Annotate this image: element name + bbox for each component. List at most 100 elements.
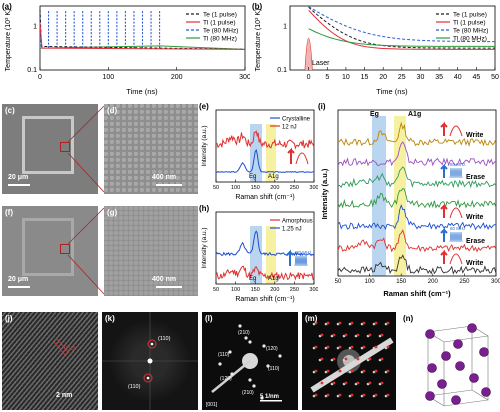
ylabel-h: Intensity (a.u.): [201, 227, 208, 268]
zoom-lines-fg: [67, 207, 105, 295]
simulated-spot: [356, 381, 360, 385]
xlabel-e: Raman shift (cm⁻¹): [235, 194, 294, 201]
simulated-spot: [350, 369, 354, 373]
legend-entry: Tl (80 MHz): [203, 36, 237, 43]
scalebar-f: [8, 286, 30, 288]
simulated-spot: [344, 381, 348, 385]
panel-l-saed: (210) (120) (110) (110) (120) (210) [001…: [202, 312, 298, 410]
simulated-spot: [332, 357, 336, 361]
fft-spot: [143, 373, 153, 383]
simulated-spot: [338, 321, 342, 325]
atom: [479, 347, 489, 357]
x-tick-label: 250: [459, 279, 470, 285]
label-e: (e): [199, 102, 209, 111]
x-tick-label: 50: [491, 74, 499, 81]
chart-a: 0 100 200 300 0.1 1 Time (ns) Temperature (10…: [5, 5, 250, 96]
step-label: Write: [466, 260, 483, 267]
label-l: (l): [205, 314, 213, 323]
laser-label: Laser: [312, 60, 330, 67]
simulated-spot: [362, 393, 366, 397]
x-tick-label: 200: [428, 279, 439, 285]
diffraction-spot: [252, 384, 256, 388]
arrow-up-icon: [440, 203, 448, 218]
spot-label: (110): [268, 366, 280, 372]
simulated-spot: [344, 357, 348, 361]
scalebar-d: [156, 184, 182, 186]
scalebar-g: [156, 286, 182, 288]
legend-entry: Te (80 MHz): [453, 28, 488, 35]
series-1-25nj: [215, 230, 315, 257]
pulse-icon: [449, 253, 463, 265]
y-tick-label: 0.1: [277, 67, 287, 74]
diffraction-spot: [260, 396, 264, 400]
panel-e: 50 100 150 200 250 300 Crystalline 12 nJ Eg A1…: [198, 102, 318, 202]
simulated-spot: [314, 393, 318, 397]
simulated-spot: [368, 357, 372, 361]
spot-label: (110): [218, 352, 230, 358]
scalebar-d-text: 400 nm: [152, 174, 177, 181]
simulated-spot: [374, 345, 378, 349]
simulated-spot: [356, 333, 360, 337]
x-tick-label: 150: [251, 287, 260, 293]
label-i: (i): [318, 102, 326, 111]
label-d: (d): [107, 106, 118, 115]
simulated-spot: [326, 321, 330, 325]
x-tick-label: 300: [309, 287, 318, 293]
chart-e: 50 100 150 200 250 300 Crystalline 12 nJ Eg A1…: [201, 109, 318, 201]
simulated-spot: [326, 393, 330, 397]
series-tl-80mhz: [308, 28, 496, 47]
spot-label: (120): [266, 346, 278, 352]
simulated-spot: [332, 333, 336, 337]
x-tick-label: 250: [290, 287, 299, 293]
x-tick-label: 35: [435, 74, 443, 81]
x-tick-label: 50: [335, 279, 342, 285]
x-tick-label: 200: [270, 287, 279, 293]
series-te-1pulse: [308, 6, 496, 49]
simulated-spot: [314, 369, 318, 373]
panel-b: 0 5 10 15 20 25 30 35 40 45 50 0.1 1 Time (ns) Tempe…: [250, 0, 500, 100]
a1g-label: A1g: [268, 174, 279, 180]
pulse-icon: [449, 207, 463, 219]
x-tick-label: 50: [213, 287, 219, 293]
simulated-spot: [386, 369, 390, 373]
series-te-1pulse: [39, 9, 246, 50]
simulated-spot: [350, 393, 354, 397]
x-tick-label: 50: [213, 185, 219, 191]
series-te-80mhz: [39, 10, 161, 49]
zoom-lines-cd: [67, 105, 105, 193]
x-tick-label: 10: [342, 74, 350, 81]
panel-f-sem-image: 20 μm (f): [2, 206, 98, 296]
arrow-up-icon: [440, 163, 448, 178]
atom: [451, 395, 461, 405]
simulated-spot: [338, 345, 342, 349]
diffraction-spot: [248, 340, 252, 344]
x-tick-label: 5: [325, 74, 329, 81]
simulated-spot: [380, 333, 384, 337]
simulated-spot: [368, 333, 372, 337]
label-k: (k): [105, 314, 115, 323]
series-amorphous: [215, 265, 315, 281]
scalebar-c-text: 20 μm: [8, 174, 29, 181]
scalebar-c: [8, 184, 30, 186]
simulated-spot: [320, 381, 324, 385]
raman-spectrum: [337, 229, 497, 253]
xlabel-h: Raman shift (cm⁻¹): [235, 296, 294, 303]
scalebar-g-text: 400 nm: [152, 276, 177, 283]
fft-spot: [147, 339, 157, 349]
pulse-train-icon: [294, 255, 308, 267]
x-tick-label: 300: [239, 74, 250, 81]
simulated-spot: [386, 321, 390, 325]
simulated-spot: [338, 369, 342, 373]
chart-h: 50 100 150 200 250 300 Amorphous 1.25 nJ Eg A1…: [201, 211, 318, 303]
chart-b: 0 5 10 15 20 25 30 35 40 45 50 0.1 1 Time (ns) Tempe…: [255, 5, 499, 96]
simulated-spot: [350, 345, 354, 349]
unit-cell: [425, 323, 491, 407]
step-label: Write: [466, 132, 483, 139]
series-tl-1pulse: [308, 9, 496, 50]
x-tick-label: 300: [309, 185, 318, 191]
legend-entry: Crystalline: [282, 117, 311, 123]
diffraction-spot: [278, 354, 282, 358]
x-tick-label: 250: [290, 185, 299, 191]
atom: [437, 379, 447, 389]
simulated-spot: [380, 357, 384, 361]
